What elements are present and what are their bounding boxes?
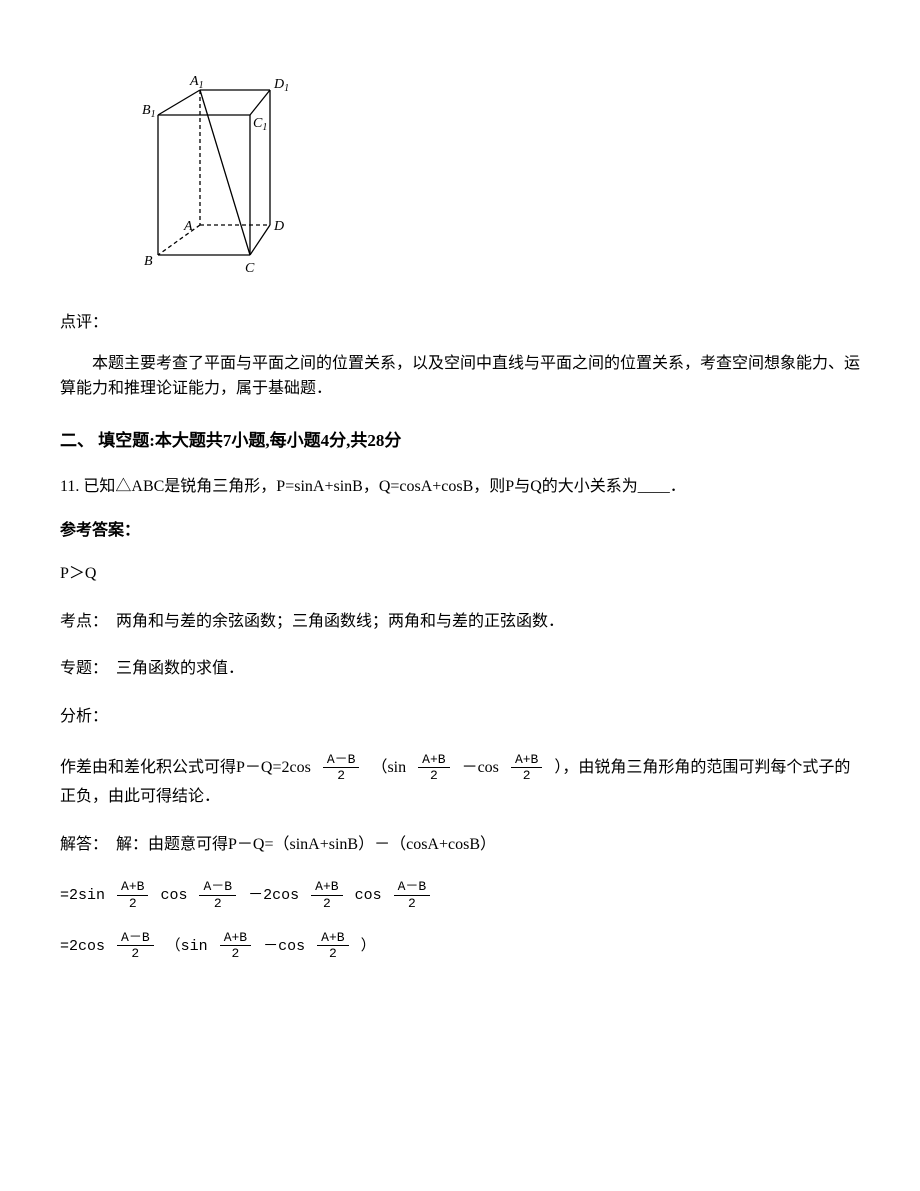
f3-mid1: （sin [166, 938, 208, 955]
frac-apb-3: A+B2 [117, 879, 148, 911]
kaodian-text: 两角和与差的余弦函数；三角函数线；两角和与差的正弦函数． [116, 613, 564, 630]
svg-text:D1: D1 [273, 77, 289, 94]
fenxi-label: 分析： [60, 704, 860, 730]
svg-text:A: A [183, 219, 193, 234]
answer-value: P＞Q [60, 561, 860, 587]
f2-pre: =2sin [60, 887, 105, 904]
zhuanti-line: 专题： 三角函数的求值． [60, 656, 860, 682]
kaodian-label: 考点： [60, 613, 108, 630]
jieda-label: 解答： [60, 836, 108, 853]
prism-svg: A1 D1 B1 C1 A D B C [140, 70, 300, 280]
fenxi-mid1: （sin [371, 759, 406, 776]
frac-apb-1: A+B2 [418, 752, 449, 784]
svg-text:C: C [245, 261, 255, 276]
frac-amb-3: A－B2 [394, 879, 431, 911]
question-11: 11. 已知△ABC是锐角三角形，P=sinA+sinB，Q=cosA+cosB… [60, 474, 860, 500]
dianping-label: 点评： [60, 310, 860, 336]
zhuanti-text: 三角函数的求值． [116, 660, 244, 677]
svg-text:B: B [144, 254, 153, 269]
frac-amb-4: A－B2 [117, 930, 154, 962]
frac-amb-1: A－B2 [323, 752, 360, 784]
dianping-text: 本题主要考查了平面与平面之间的位置关系，以及空间中直线与平面之间的位置关系，考查… [60, 351, 860, 402]
frac-apb-5: A+B2 [220, 930, 251, 962]
prism-figure: A1 D1 B1 C1 A D B C [140, 70, 300, 280]
f2-mid1: cos [160, 887, 187, 904]
jieda-line: 解答： 解：由题意可得P－Q=（sinA+sinB）－（cosA+cosB） [60, 832, 860, 858]
section-header: 二、 填空题:本大题共7小题,每小题4分,共28分 [60, 427, 860, 454]
f3-post: ） [361, 938, 376, 955]
frac-apb-6: A+B2 [317, 930, 348, 962]
frac-amb-2: A－B2 [199, 879, 236, 911]
svg-text:D: D [273, 219, 284, 234]
f2-mid3: cos [355, 887, 382, 904]
svg-text:C1: C1 [253, 116, 267, 133]
svg-text:B1: B1 [142, 103, 156, 120]
fenxi-pre: 作差由和差化积公式可得P－Q=2cos [60, 759, 311, 776]
formula-line-2: =2sin A+B2 cos A－B2 －2cos A+B2 cos A－B2 [60, 879, 860, 911]
zhuanti-label: 专题： [60, 660, 108, 677]
f3-pre: =2cos [60, 938, 105, 955]
svg-text:A1: A1 [189, 74, 204, 91]
jieda-text: 解：由题意可得P－Q=（sinA+sinB）－（cosA+cosB） [116, 836, 496, 853]
f2-mid2: －2cos [248, 887, 299, 904]
frac-apb-4: A+B2 [311, 879, 342, 911]
fenxi-mid2: －cos [462, 759, 499, 776]
frac-apb-2: A+B2 [511, 752, 542, 784]
answer-label: 参考答案： [60, 518, 860, 544]
f3-mid2: －cos [263, 938, 305, 955]
fenxi-formula: 作差由和差化积公式可得P－Q=2cos A－B2 （sin A+B2 －cos … [60, 752, 860, 810]
formula-line-3: =2cos A－B2 （sin A+B2 －cos A+B2 ） [60, 930, 860, 962]
kaodian-line: 考点： 两角和与差的余弦函数；三角函数线；两角和与差的正弦函数． [60, 609, 860, 635]
